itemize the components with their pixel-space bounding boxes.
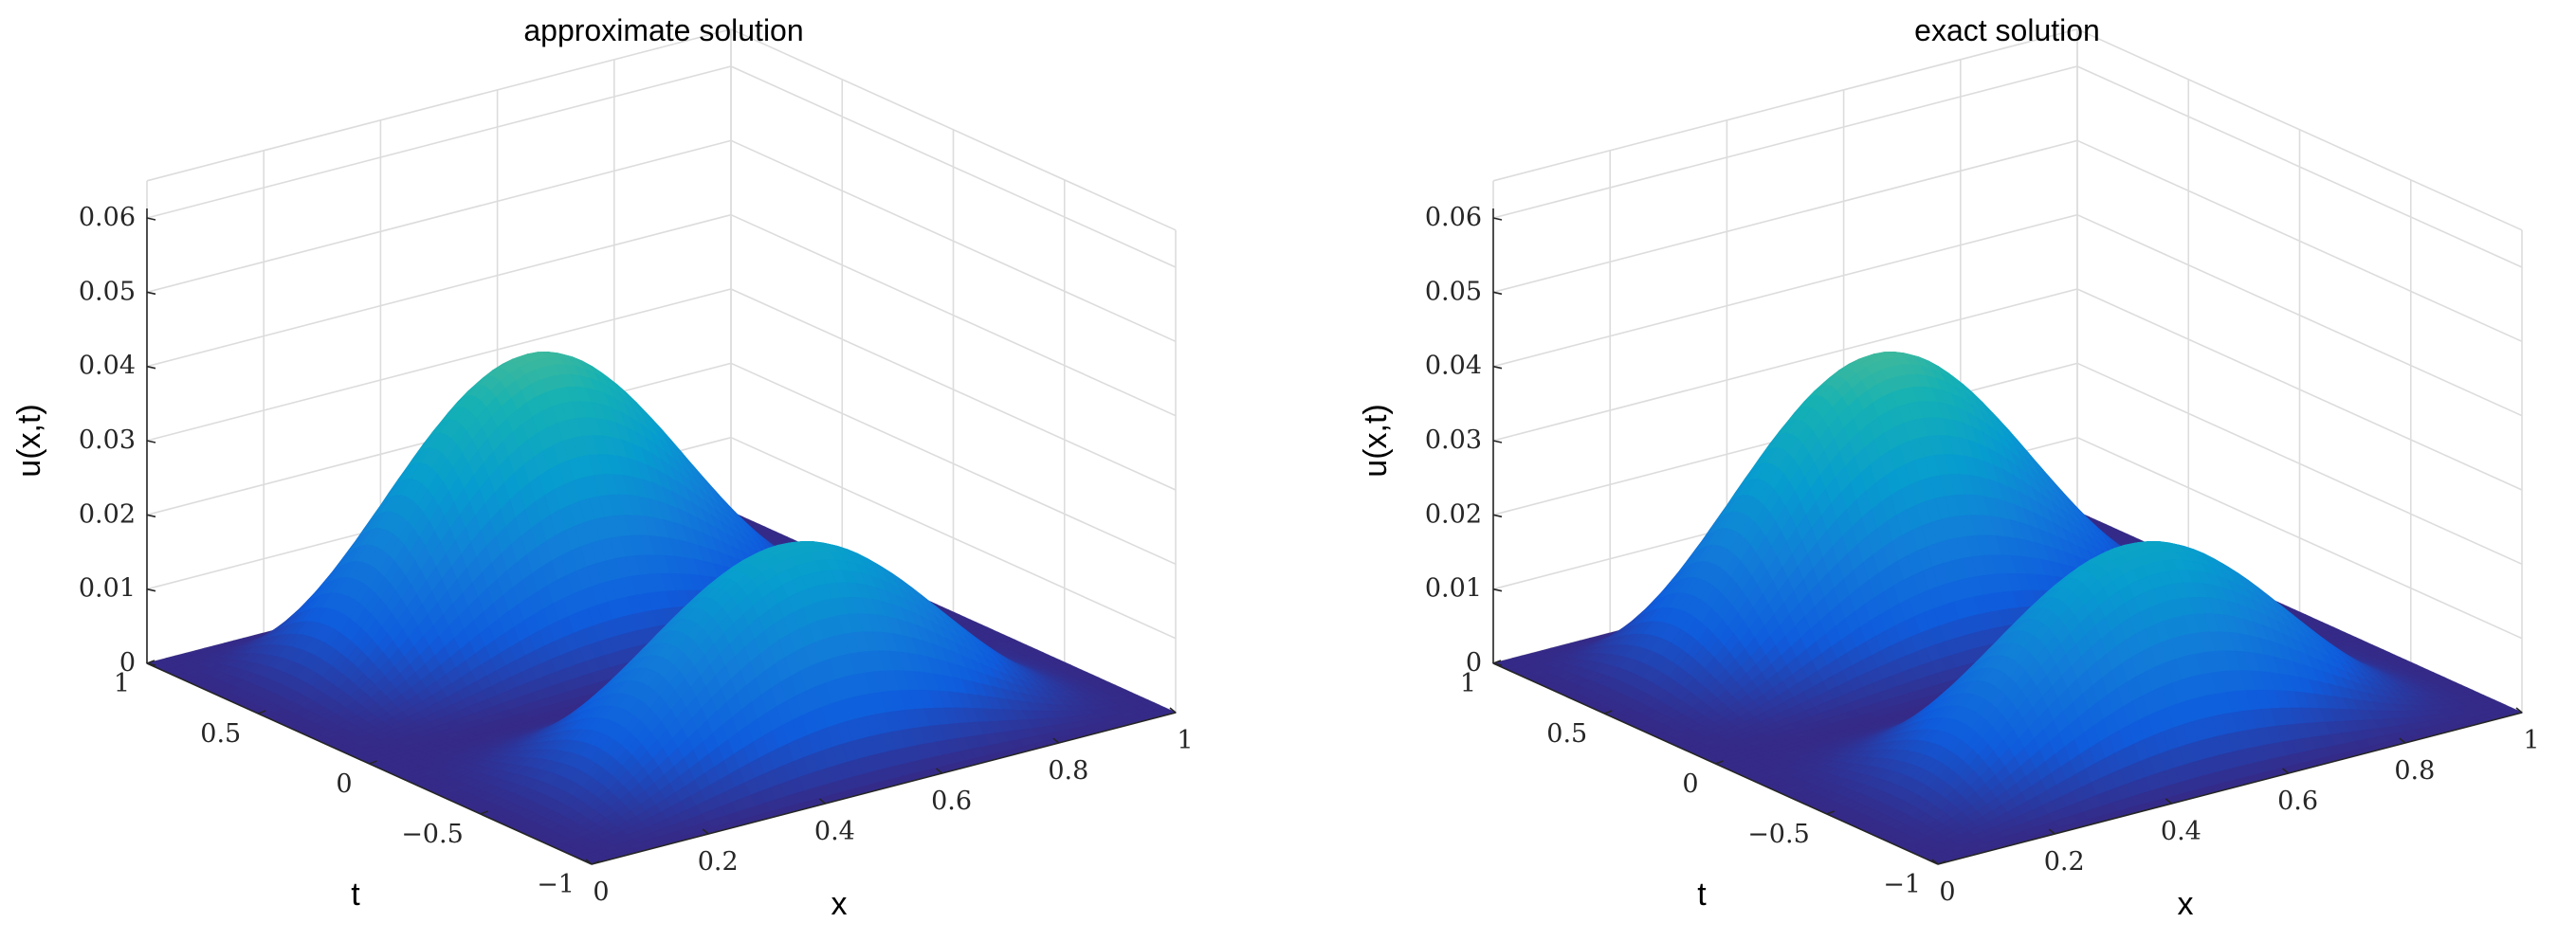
z-tick-label: 0 [1466,648,1482,678]
x-tick-label: 0 [1939,878,1955,907]
x-tick-label: 0.6 [2277,787,2318,816]
chart-title: approximate solution [523,13,803,47]
x-axis-line [591,712,1177,865]
t-tick-label: 0 [336,769,352,799]
x-axis-line [1937,712,2523,865]
z-tick-label: 0.03 [79,425,136,455]
x-tick-label: 0.4 [2161,817,2201,846]
x-tick-label: 0.8 [2394,756,2435,786]
t-tick-label: −1 [1883,870,1921,899]
chart-panel-exact: 00.010.020.030.040.050.06−1−0.500.5100.2… [1358,13,2540,922]
t-tick-label: −0.5 [1747,820,1810,849]
z-axis-label: u(x,t) [1358,404,1394,477]
t-tick-label: 1 [114,669,130,698]
x-tick-label: 1 [1177,726,1193,755]
t-tick-label: 0.5 [1546,719,1587,749]
z-axis-label: u(x,t) [11,404,47,477]
z-tick-label: 0.05 [79,277,136,306]
surface [1491,351,2524,865]
z-tick-label: 0.01 [1425,574,1482,604]
z-tick-label: 0.05 [1425,277,1482,306]
t-axis-label: t [1697,877,1707,913]
x-tick-label: 0.2 [2044,847,2085,877]
z-tick-label: 0.04 [1425,352,1482,381]
t-tick-label: 1 [1460,669,1476,698]
x-tick-label: 1 [2523,726,2539,755]
x-tick-label: 0.8 [1048,756,1088,786]
x-tick-label: 0.6 [931,787,972,816]
t-axis-label: t [351,877,360,913]
z-tick-label: 0.01 [79,574,136,604]
z-tick-label: 0.02 [1425,499,1482,529]
x-tick-label: 0.2 [698,847,739,877]
x-tick-label: 0 [593,878,609,907]
z-tick-label: 0.06 [79,203,136,232]
t-tick-label: −0.5 [401,820,464,849]
z-tick-label: 0 [119,648,136,678]
axes: 00.010.020.030.040.050.06−1−0.500.5100.2… [79,203,1194,907]
z-tick-label: 0.04 [79,352,136,381]
z-tick-label: 0.06 [1425,203,1482,232]
t-tick-label: 0 [1682,769,1698,799]
t-tick-label: −1 [537,870,575,899]
t-tick-label: 0.5 [200,719,241,749]
chart-panel-approximate: 00.010.020.030.040.050.06−1−0.500.5100.2… [11,13,1194,922]
x-axis-label: x [2178,886,2194,922]
z-tick-label: 0.02 [79,499,136,529]
x-tick-label: 0.4 [814,817,855,846]
surface [145,351,1178,865]
chart-title: exact solution [1914,13,2100,47]
x-axis-label: x [831,886,848,922]
z-tick-label: 0.03 [1425,425,1482,455]
axes: 00.010.020.030.040.050.06−1−0.500.5100.2… [1425,203,2540,907]
